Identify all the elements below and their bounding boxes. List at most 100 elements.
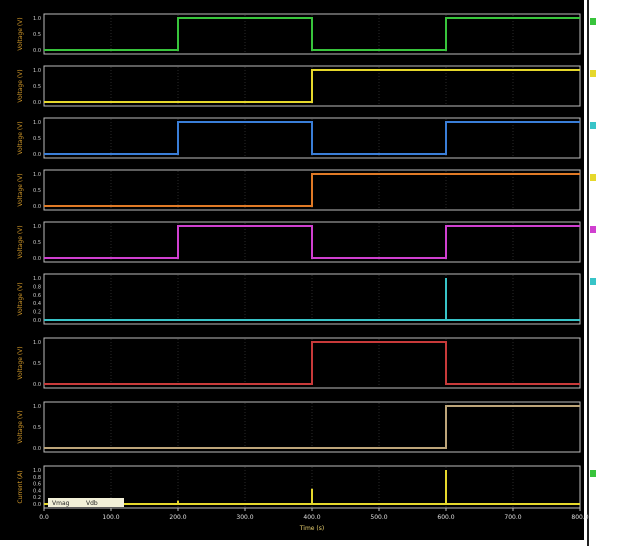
y-tick-label: 0.0	[33, 100, 41, 106]
x-tick-label: 800.0	[571, 514, 588, 521]
y-tick-label: 0.6	[33, 293, 41, 299]
legend-swatch	[590, 470, 596, 477]
y-axis-label: Voltage (V)	[17, 121, 24, 154]
y-tick-label: 0.0	[33, 446, 41, 452]
y-axis-label: Voltage (V)	[17, 17, 24, 50]
y-axis-label: Voltage (V)	[17, 410, 24, 443]
y-tick-label: 1.0	[33, 340, 41, 346]
panel-2: 1.0 0.5 0.0 Voltage (V) V(B)	[17, 65, 612, 107]
y-tick-label: 0.4	[33, 488, 41, 494]
y-tick-label: 0.0	[33, 204, 41, 210]
legend-swatch	[590, 174, 596, 181]
panel-7: 1.0 0.5 0.0 Voltage (V) V(G)	[17, 337, 612, 389]
y-tick-label: 1.0	[33, 120, 41, 126]
y-tick-label: 0.0	[33, 382, 41, 388]
panel-frame	[43, 273, 581, 325]
x-axis-label: Time (s)	[299, 525, 324, 532]
panel-5: 1.0 0.5 0.0 Voltage (V) V(E)	[17, 221, 612, 263]
y-axis-label: Voltage (V)	[17, 346, 24, 379]
legend-label: V(H)	[599, 407, 612, 414]
series-line-5	[44, 225, 580, 259]
panel-frame	[43, 169, 581, 211]
x-tick-label: 100.0	[102, 514, 119, 521]
y-axis-label: Voltage (V)	[17, 173, 24, 206]
series-line-2	[44, 69, 580, 103]
y-tick-label: 0.6	[33, 482, 41, 488]
legend-label: V(C)	[599, 123, 612, 130]
y-axis-label: Voltage (V)	[17, 282, 24, 315]
inset-legend-label: Vmag	[52, 500, 70, 507]
y-tick-label: 0.0	[33, 256, 41, 262]
y-tick-label: 0.5	[33, 32, 41, 38]
legend-swatch	[590, 18, 596, 25]
series-line-4	[44, 173, 580, 207]
legend-label: V(F)	[599, 279, 611, 286]
panel-frame	[43, 13, 581, 55]
y-tick-label: 1.0	[33, 468, 41, 474]
legend-label: V(E)	[599, 227, 612, 234]
y-tick-label: 1.0	[33, 16, 41, 22]
y-tick-label: 0.5	[33, 84, 41, 90]
x-tick-label: 700.0	[504, 514, 521, 521]
y-tick-label: 0.8	[33, 475, 41, 481]
x-tick-label: 500.0	[370, 514, 387, 521]
y-tick-label: 0.0	[33, 502, 41, 508]
y-tick-label: 0.5	[33, 361, 41, 367]
y-tick-label: 0.2	[33, 495, 41, 501]
y-tick-label: 1.0	[33, 172, 41, 178]
series-line-6	[44, 278, 580, 321]
panel-8: 1.0 0.5 0.0 Voltage (V) V(H)	[17, 401, 612, 453]
panel-3: 1.0 0.5 0.0 Voltage (V) V(C)	[17, 117, 612, 159]
panel-frame	[43, 221, 581, 263]
y-tick-label: 0.5	[33, 188, 41, 194]
series-line-7	[44, 341, 580, 385]
y-tick-label: 0.4	[33, 301, 41, 307]
legend-label: V(B)	[599, 71, 612, 78]
panel-4: 1.0 0.5 0.0 Voltage (V) V(D)	[17, 169, 612, 211]
legend-label: V(A)	[599, 19, 612, 26]
panel-frame	[43, 117, 581, 159]
y-tick-label: 1.0	[33, 404, 41, 410]
legend-label: V(D)	[599, 175, 612, 182]
legend-label: I(V)	[599, 471, 610, 478]
y-tick-label: 1.0	[33, 224, 41, 230]
y-axis-label: Voltage (V)	[17, 69, 24, 102]
panel-1: 1.0 0.5 0.0 Voltage (V) V(A)	[17, 13, 612, 55]
legend-swatch	[590, 70, 596, 77]
legend-swatch	[590, 406, 596, 413]
y-tick-label: 0.0	[33, 48, 41, 54]
legend-label: V(G)	[599, 343, 612, 350]
y-tick-label: 0.0	[33, 152, 41, 158]
y-tick-label: 0.5	[33, 425, 41, 431]
inset-legend: Vmag Vdb	[48, 498, 124, 507]
series-line-9	[44, 470, 580, 505]
plot-background-lower	[14, 262, 584, 540]
x-axis: 0.0 100.0 200.0 300.0 400.0 500.0 600.0 700.0 80…	[39, 508, 589, 532]
inset-legend-label: Vdb	[86, 500, 98, 507]
x-tick-label: 400.0	[303, 514, 320, 521]
panel-6: 1.0 0.8 0.6 0.4 0.2 0.0 Voltage (V) V(F)	[17, 273, 611, 325]
panels: 1.0 0.5 0.0 Voltage (V) V(A) 1.0 0.5 0.0 Voltage…	[17, 13, 612, 509]
panel-frame	[43, 65, 581, 107]
inset-legend-box	[48, 498, 124, 507]
y-tick-label: 0.0	[33, 318, 41, 324]
series-line-1	[44, 17, 580, 51]
legend-swatch	[590, 342, 596, 349]
x-tick-label: 200.0	[169, 514, 186, 521]
series-line-3	[44, 121, 580, 155]
x-tick-label: 600.0	[437, 514, 454, 521]
y-axis-label: Current (A)	[17, 470, 24, 503]
y-tick-label: 1.0	[33, 68, 41, 74]
y-tick-label: 1.0	[33, 276, 41, 282]
series-line-8	[44, 405, 580, 449]
y-tick-label: 0.8	[33, 284, 41, 290]
x-tick-label: 300.0	[236, 514, 253, 521]
y-tick-label: 0.5	[33, 136, 41, 142]
y-tick-label: 0.5	[33, 240, 41, 246]
x-tick-label: 0.0	[39, 514, 49, 521]
panel-frame	[43, 337, 581, 389]
legend-swatch	[590, 122, 596, 129]
y-tick-label: 0.2	[33, 310, 41, 316]
legend-swatch	[590, 278, 596, 285]
